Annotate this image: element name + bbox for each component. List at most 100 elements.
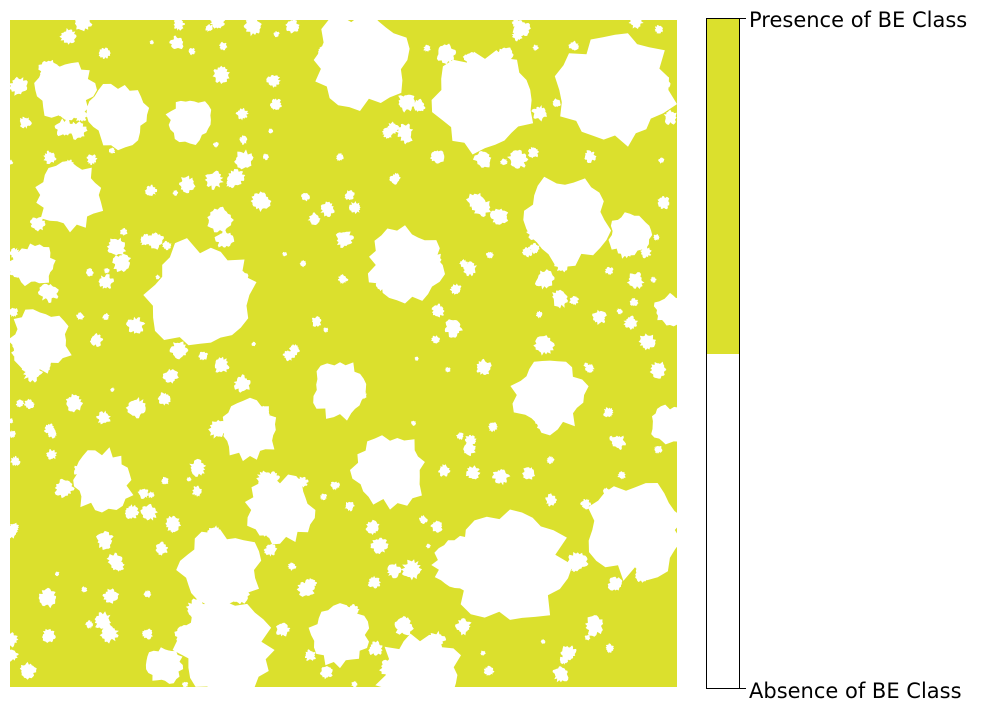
absence-region [201, 572, 220, 592]
absence-region [492, 469, 511, 486]
absence-region [186, 476, 192, 482]
absence-region [511, 29, 524, 42]
absence-region [430, 520, 443, 533]
absence-region [212, 141, 219, 148]
absence-region [143, 238, 257, 346]
absence-region [389, 172, 401, 185]
absence-region [554, 33, 677, 147]
absence-region [320, 493, 328, 501]
absence-region [15, 399, 25, 408]
absence-region [320, 201, 335, 217]
absence-region [160, 476, 169, 485]
absence-region [106, 237, 127, 256]
absence-region [43, 150, 57, 164]
absence-region [37, 283, 59, 304]
absence-region [488, 422, 498, 432]
absence-region [54, 571, 60, 577]
absence-region [10, 159, 14, 165]
absence-region [535, 411, 556, 433]
absence-region [361, 26, 367, 32]
absence-region [507, 149, 529, 169]
absence-region [169, 341, 189, 360]
absence-region [423, 44, 431, 52]
absence-region [604, 266, 614, 275]
absence-region [431, 50, 534, 155]
absence-region [172, 190, 179, 197]
absence-region [29, 216, 46, 232]
absence-region [345, 74, 355, 85]
absence-region [444, 319, 463, 338]
absence-region [198, 351, 208, 361]
absence-region [414, 356, 419, 361]
absence-region [19, 661, 37, 680]
absence-region [99, 623, 119, 644]
absence-region [96, 530, 114, 550]
absence-region [580, 498, 592, 510]
absence-region [112, 253, 132, 272]
absence-region [438, 464, 451, 477]
absence-region [654, 25, 664, 34]
absence-region [165, 100, 212, 145]
absence-region [585, 70, 602, 87]
absence-region [616, 239, 636, 259]
absence-region [563, 68, 576, 80]
absence-region [182, 681, 189, 687]
absence-region [289, 344, 300, 356]
absence-region [429, 150, 445, 164]
absence-region [59, 28, 77, 45]
absence-region [311, 316, 322, 327]
absence-region [552, 666, 569, 683]
absence-region [584, 634, 591, 641]
absence-region [10, 247, 21, 259]
absence-region [263, 543, 278, 557]
absence-region [207, 525, 222, 540]
absence-region [651, 74, 671, 95]
absence-region [387, 563, 402, 579]
absence-region [335, 231, 354, 248]
absence-region [54, 118, 74, 137]
absence-region [485, 251, 494, 259]
absence-region [554, 255, 571, 273]
absence-region [185, 598, 206, 620]
absence-region [585, 615, 604, 637]
absence-region [43, 362, 51, 371]
absence-region [287, 562, 297, 571]
absence-region [73, 108, 88, 122]
absence-region [624, 537, 643, 556]
absence-region [522, 467, 536, 480]
absence-region [526, 223, 544, 241]
colorbar-presence-label: Presence of BE Class [749, 8, 968, 32]
absence-region [638, 333, 656, 351]
absence-region [647, 552, 666, 570]
absence-region [370, 537, 389, 555]
absence-region [243, 20, 262, 37]
absence-region [102, 588, 120, 604]
absence-region [183, 263, 204, 283]
absence-region [605, 643, 614, 654]
absence-region [499, 158, 508, 166]
absence-region [592, 309, 607, 325]
absence-region [419, 515, 428, 524]
absence-region [263, 153, 270, 161]
absence-region [10, 455, 21, 467]
absence-region [126, 316, 146, 334]
colorbar-absence-label: Absence of BE Class [749, 679, 962, 703]
absence-region [533, 335, 555, 356]
absence-region [411, 98, 426, 112]
absence-region [531, 105, 547, 122]
absence-region [456, 432, 464, 440]
absence-region [149, 39, 154, 45]
absence-region [250, 191, 272, 212]
absence-region [229, 269, 249, 288]
absence-region [347, 604, 360, 618]
absence-region [81, 586, 88, 593]
absence-region [575, 238, 590, 254]
absence-region [188, 47, 196, 56]
absence-region [231, 584, 250, 605]
absence-region [189, 458, 207, 477]
absence-region [657, 196, 670, 210]
colorbar-bottom-tick [740, 688, 746, 689]
absence-region [263, 498, 281, 517]
absence-region [11, 341, 30, 360]
absence-regions [10, 20, 677, 687]
